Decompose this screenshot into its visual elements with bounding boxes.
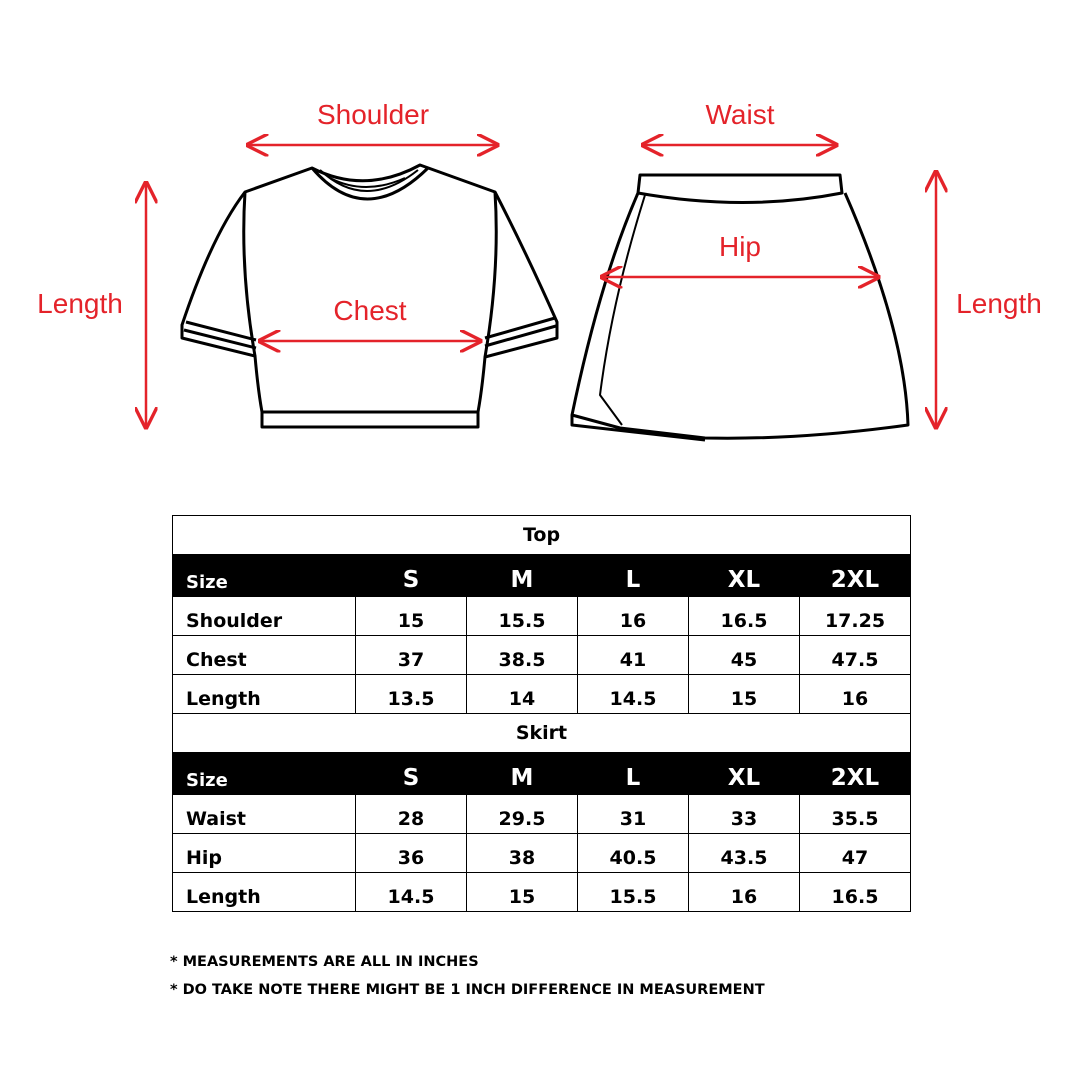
- table-row: Waist 28 29.5 31 33 35.5: [172, 794, 911, 834]
- table-row: Hip 36 38 40.5 43.5 47: [172, 833, 911, 873]
- table-cell: 15.5: [577, 872, 689, 912]
- table-cell: 15: [688, 674, 800, 714]
- garment-diagram: Shoulder Chest Length Waist Hip Length: [0, 0, 1080, 480]
- size-header: Size: [172, 752, 356, 795]
- skirt-illustration: [570, 173, 910, 442]
- table-cell: 13.5: [355, 674, 467, 714]
- row-label: Chest: [172, 635, 356, 675]
- table-cell: 29.5: [466, 794, 578, 834]
- table-cell: 31: [577, 794, 689, 834]
- chest-label: Chest: [333, 295, 407, 326]
- row-label: Length: [172, 674, 356, 714]
- table-cell: 15: [466, 872, 578, 912]
- size-xl-header: XL: [688, 554, 800, 597]
- table-cell: 16.5: [688, 596, 800, 636]
- table-cell: 16.5: [799, 872, 911, 912]
- size-l-header: L: [577, 554, 689, 597]
- size-2xl-header: 2XL: [799, 752, 911, 795]
- top-length-label: Length: [37, 288, 123, 319]
- table-cell: 37: [355, 635, 467, 675]
- top-section-title: Top: [172, 515, 911, 555]
- table-cell: 41: [577, 635, 689, 675]
- size-s-header: S: [355, 554, 467, 597]
- row-label: Length: [172, 872, 356, 912]
- hip-label: Hip: [718, 231, 762, 262]
- size-header: Size: [172, 554, 356, 597]
- size-chart-table: Top Size S M L XL 2XL Shoulder 15 15.5 16 16.5 17.25…: [172, 515, 911, 912]
- top-section-title-row: Top: [172, 515, 911, 555]
- notes: * MEASUREMENTS ARE ALL IN INCHES * DO TA…: [170, 948, 765, 1004]
- table-cell: 14: [466, 674, 578, 714]
- table-cell: 16: [577, 596, 689, 636]
- table-cell: 38: [466, 833, 578, 873]
- row-label: Shoulder: [172, 596, 356, 636]
- skirt-header-row: Size S M L XL 2XL: [172, 752, 911, 795]
- size-s-header: S: [355, 752, 467, 795]
- size-m-header: M: [466, 554, 578, 597]
- table-cell: 17.25: [799, 596, 911, 636]
- table-row: Chest 37 38.5 41 45 47.5: [172, 635, 911, 675]
- row-label: Hip: [172, 833, 356, 873]
- tshirt-illustration: [180, 163, 559, 429]
- table-cell: 47: [799, 833, 911, 873]
- size-l-header: L: [577, 752, 689, 795]
- table-cell: 40.5: [577, 833, 689, 873]
- table-cell: 14.5: [577, 674, 689, 714]
- size-m-header: M: [466, 752, 578, 795]
- measurement-arrows: [146, 145, 936, 427]
- table-cell: 16: [688, 872, 800, 912]
- skirt-section-title-row: Skirt: [172, 713, 911, 753]
- row-label: Waist: [172, 794, 356, 834]
- table-cell: 15: [355, 596, 467, 636]
- table-cell: 47.5: [799, 635, 911, 675]
- table-cell: 14.5: [355, 872, 467, 912]
- size-xl-header: XL: [688, 752, 800, 795]
- skirt-length-label: Length: [956, 288, 1042, 319]
- table-cell: 28: [355, 794, 467, 834]
- table-cell: 35.5: [799, 794, 911, 834]
- table-cell: 43.5: [688, 833, 800, 873]
- shoulder-label: Shoulder: [316, 99, 430, 130]
- skirt-section-title: Skirt: [172, 713, 911, 753]
- table-cell: 33: [688, 794, 800, 834]
- table-cell: 16: [799, 674, 911, 714]
- note-units: * MEASUREMENTS ARE ALL IN INCHES: [170, 954, 479, 970]
- table-cell: 38.5: [466, 635, 578, 675]
- table-cell: 15.5: [466, 596, 578, 636]
- size-2xl-header: 2XL: [799, 554, 911, 597]
- table-cell: 45: [688, 635, 800, 675]
- table-row: Length 14.5 15 15.5 16 16.5: [172, 872, 911, 912]
- table-cell: 36: [355, 833, 467, 873]
- note-tolerance: * DO TAKE NOTE THERE MIGHT BE 1 INCH DIF…: [170, 982, 765, 998]
- waist-label: Waist: [705, 99, 775, 130]
- top-header-row: Size S M L XL 2XL: [172, 554, 911, 597]
- table-row: Length 13.5 14 14.5 15 16: [172, 674, 911, 714]
- table-row: Shoulder 15 15.5 16 16.5 17.25: [172, 596, 911, 636]
